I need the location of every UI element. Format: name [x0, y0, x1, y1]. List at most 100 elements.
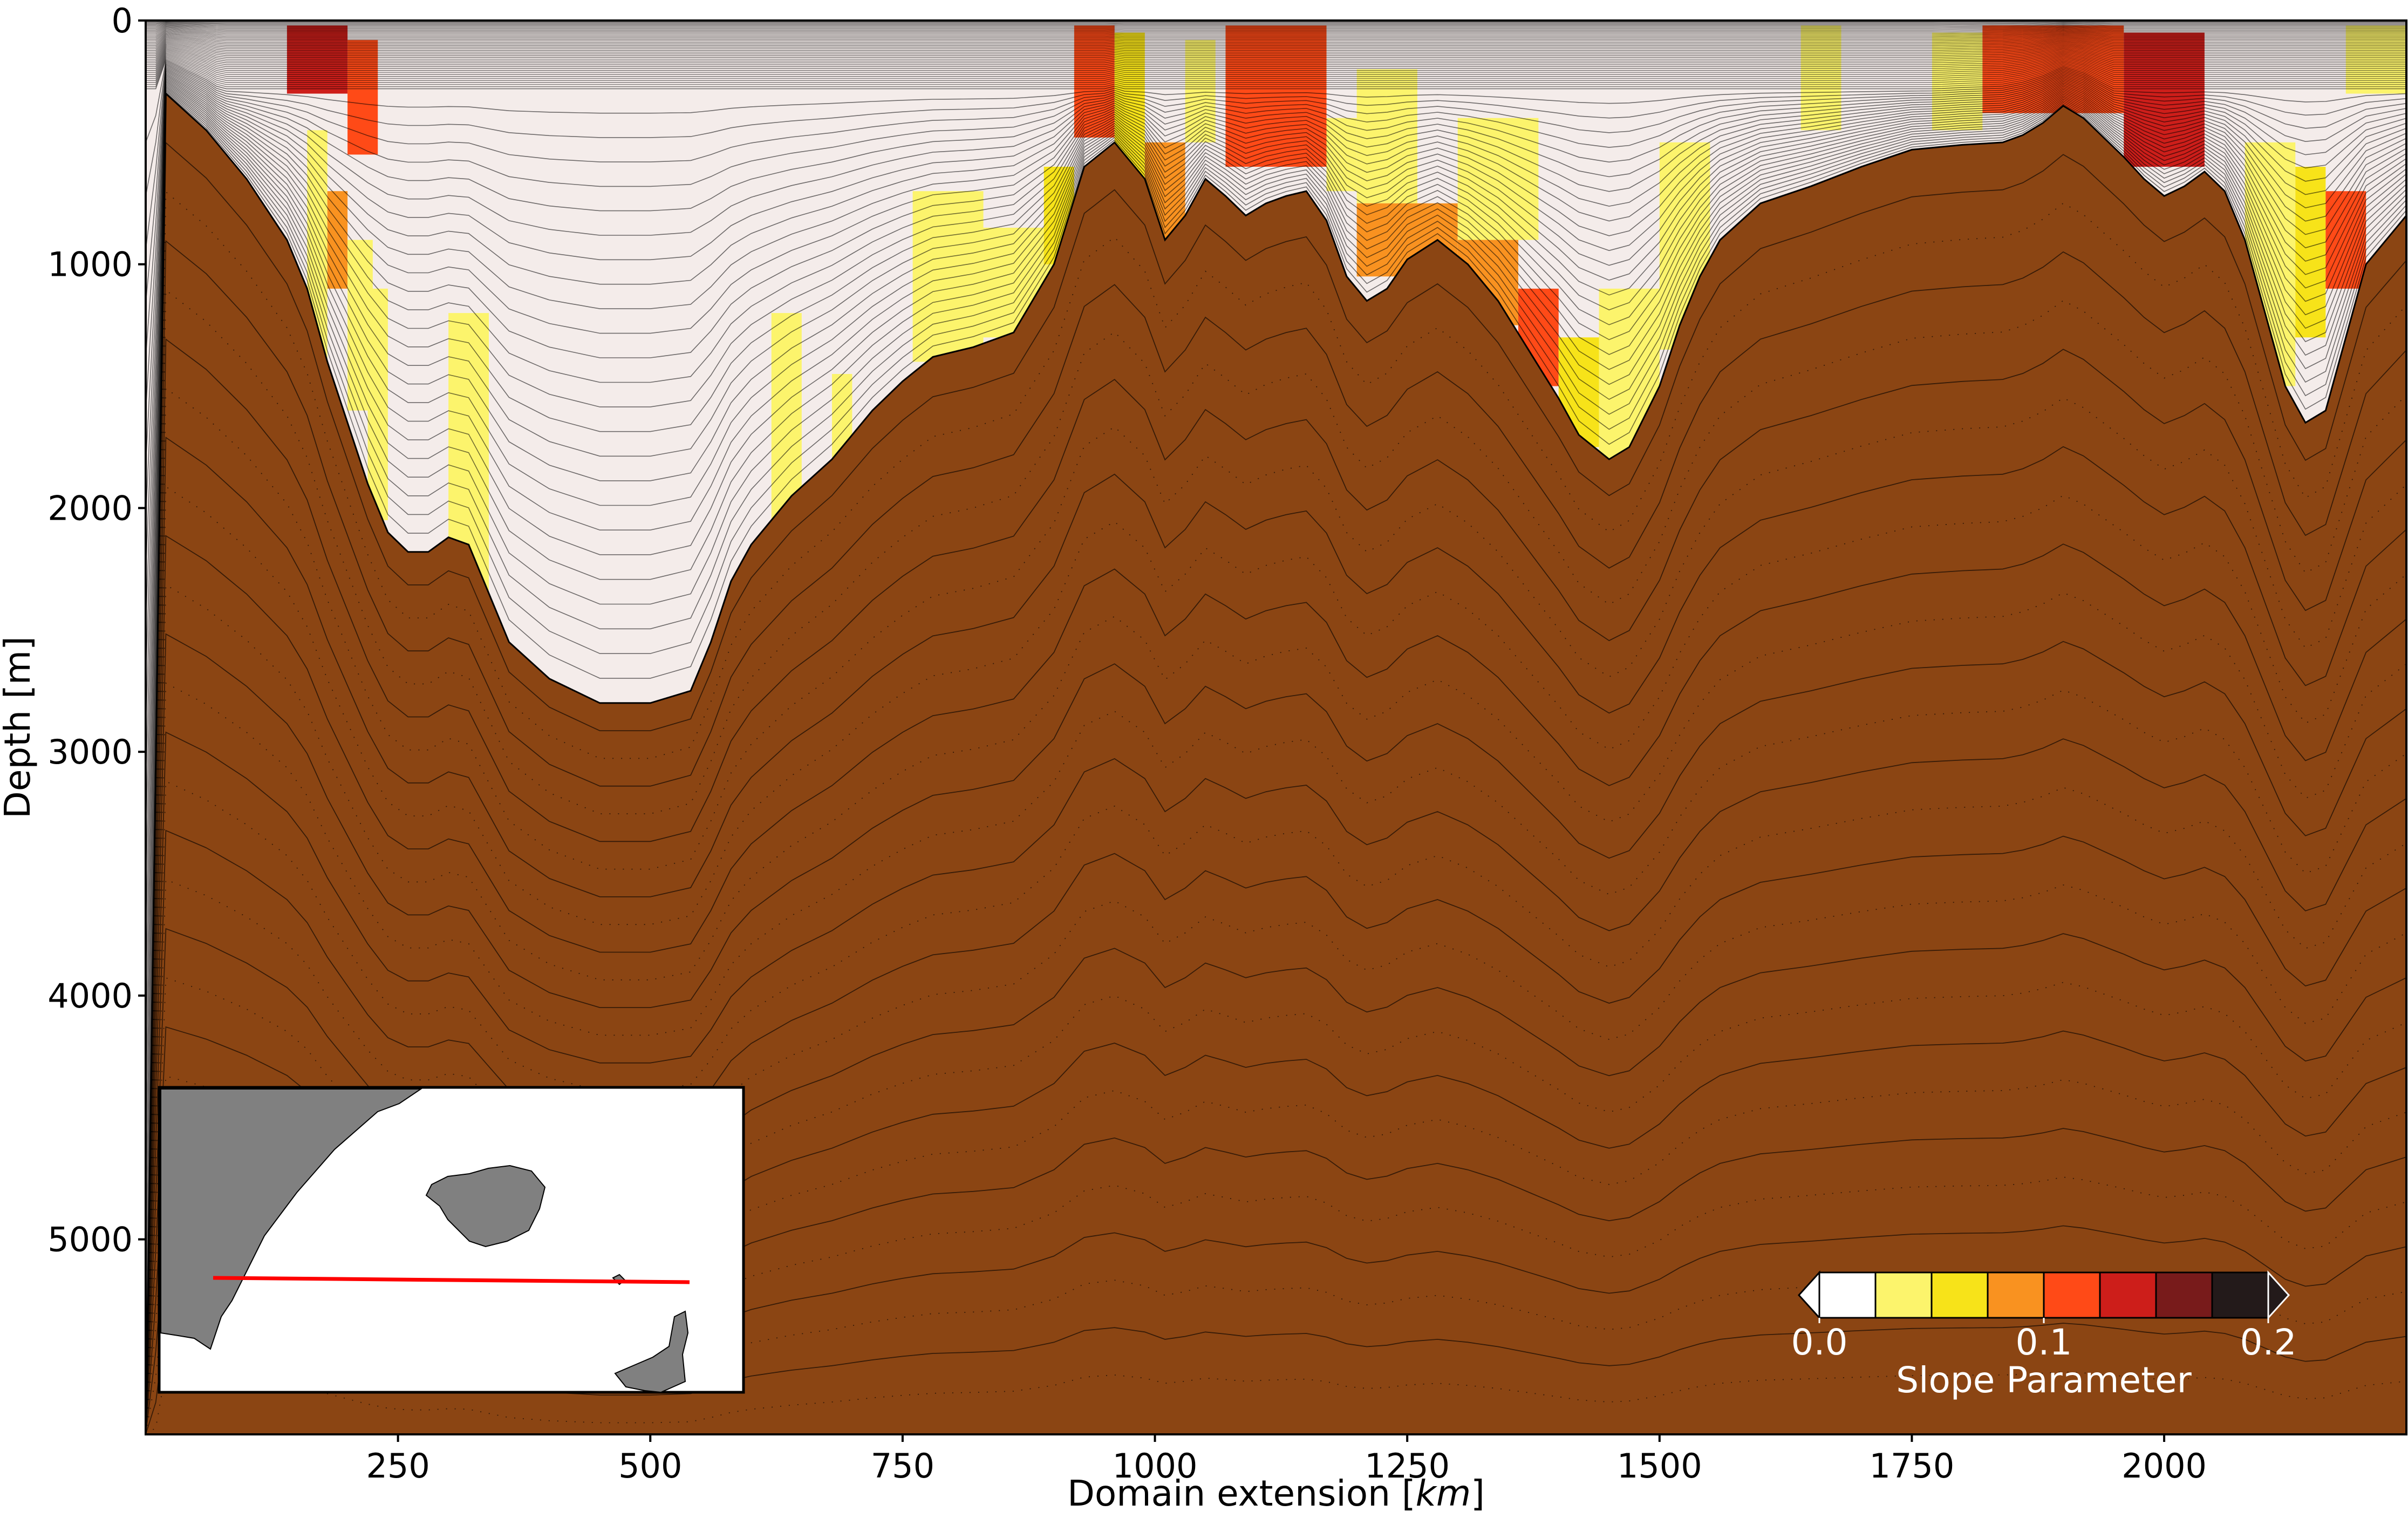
seafloor-contour [146, 141, 2406, 1434]
ocean-grid-line [146, 84, 2406, 1111]
ocean-grid-line [146, 27, 2406, 33]
ocean-grid-line [146, 23, 2406, 27]
ocean-grid-line [146, 72, 2406, 626]
ocean-grid-line [146, 64, 2406, 304]
x-tick-label: 1750 [1870, 1446, 1955, 1486]
colorbar-cell-6 [2155, 1271, 2213, 1319]
colorbar-ticks: 0.0 0.1 0.2 [1791, 1318, 2297, 1363]
colorbar-cell-5 [2099, 1271, 2157, 1319]
ocean-grid-line [146, 52, 2406, 77]
colorbar-cells [1797, 1270, 2290, 1320]
seafloor-contour [146, 437, 2406, 1434]
ocean-grid-line [146, 57, 2406, 85]
scotland-landmass [614, 1310, 689, 1393]
colorbar-label: Slope Parameter [1896, 1359, 2192, 1401]
seafloor-contour [146, 190, 2406, 1434]
plot-area [146, 21, 2406, 1434]
ocean-grid-line [146, 91, 2406, 1380]
ocean-grid-line [146, 25, 2406, 29]
ocean-grid-line [146, 32, 2406, 43]
x-tick-label: 750 [871, 1446, 934, 1486]
ocean-grid-line [146, 77, 2406, 841]
x-tick-label: 250 [366, 1446, 429, 1486]
y-axis: 0 1000 2000 3000 4000 5000 [47, 1, 146, 1260]
inset-map [158, 1086, 745, 1394]
ocean-grid-line [146, 58, 2406, 87]
ocean-grid-line [146, 35, 2406, 47]
y-tick-label: 5000 [47, 1220, 133, 1260]
plot-frame [145, 19, 2407, 1435]
ocean-grid-line [146, 33, 2406, 45]
colorbar-cell-7 [2211, 1271, 2269, 1319]
ocean-grid-line [146, 63, 2406, 250]
slope-cell-17 [1326, 118, 1357, 192]
y-axis-label: Depth [m] [0, 636, 38, 819]
ocean-grid-line [146, 46, 2406, 67]
slope-cell-9 [912, 191, 984, 362]
ocean-grid-line [146, 83, 2406, 1057]
ocean-grid-line [146, 74, 2406, 734]
ocean-grid-line [146, 87, 2406, 1219]
ocean-grid-line [146, 78, 2406, 895]
ocean-grid-line [146, 90, 2406, 1326]
ocean-grid-line [146, 38, 2406, 53]
y-tick-label: 4000 [47, 976, 133, 1016]
ocean-grid-line [146, 50, 2406, 73]
colorbar-cell-2 [1931, 1271, 1989, 1319]
ocean-grid-line [146, 66, 2406, 411]
y-tick-label: 1000 [47, 245, 133, 284]
ocean-grid-line [146, 22, 2406, 24]
ocean-grid-line [146, 29, 2406, 36]
seafloor-contour [146, 338, 2406, 1434]
ocean-grid-line [146, 21, 2406, 23]
seafloor-contour [146, 535, 2406, 1434]
ocean-grid-line [146, 65, 2406, 357]
x-axis-label: Domain extension [km] [1067, 1473, 1485, 1514]
ocean-grid-line [146, 41, 2406, 58]
ocean-grid-line [146, 43, 2406, 62]
ocean-grid-line [146, 28, 2406, 35]
colorbar: 0.0 0.1 0.2 Slope Parameter [1791, 1270, 2297, 1401]
ocean-grid-line [146, 45, 2406, 65]
ocean-grid-line [146, 26, 2406, 32]
seafloor-contour [146, 977, 2406, 1434]
ocean-grid-line [146, 88, 2406, 1272]
ocean-grid-line [146, 70, 2406, 573]
colorbar-cell-3 [1987, 1271, 2045, 1319]
x-tick-label: 2000 [2122, 1446, 2207, 1486]
ocean-grid-line [146, 39, 2406, 55]
iceland-landmass [425, 1165, 546, 1248]
ocean-grid-line [146, 24, 2406, 28]
y-tick-label: 2000 [47, 488, 133, 528]
ocean-grid-line [146, 85, 2406, 1165]
colorbar-tick-label: 0.2 [2240, 1322, 2297, 1363]
ocean-grid-line [146, 55, 2406, 81]
seafloor-contour [146, 387, 2406, 1434]
x-tick-label: 1250 [1365, 1446, 1450, 1486]
ocean-grid-line [146, 76, 2406, 787]
colorbar-cell-0 [1818, 1271, 1877, 1319]
colorbar-cell-4 [2043, 1271, 2101, 1319]
ocean-grid-line [146, 25, 2406, 31]
ocean-grid-line [146, 62, 2406, 196]
x-tick-label: 500 [618, 1446, 682, 1486]
ocean-grid-line [146, 68, 2406, 465]
ocean-grid-line [146, 36, 2406, 50]
ocean-grid-line [146, 22, 2406, 25]
ocean-grid-line [146, 69, 2406, 519]
ocean-grid-line [146, 44, 2406, 64]
x-tick-label: 1000 [1113, 1446, 1198, 1486]
slope-cell-3 [327, 191, 348, 289]
colorbar-tick-label: 0.1 [2016, 1322, 2072, 1363]
ocean-grid-line [146, 51, 2406, 75]
ocean-grid-line [146, 29, 2406, 37]
ocean-grid-line [146, 42, 2406, 60]
colorbar-tick-label: 0.0 [1791, 1322, 1848, 1363]
ocean-grid-line [146, 32, 2406, 42]
seafloor-contour [146, 240, 2406, 1434]
ocean-grid-line [146, 81, 2406, 1003]
ocean-grid-line [146, 47, 2406, 69]
ocean-grid-line [146, 59, 2406, 90]
ocean-grid-line [146, 56, 2406, 83]
seafloor-contour [146, 633, 2406, 1434]
